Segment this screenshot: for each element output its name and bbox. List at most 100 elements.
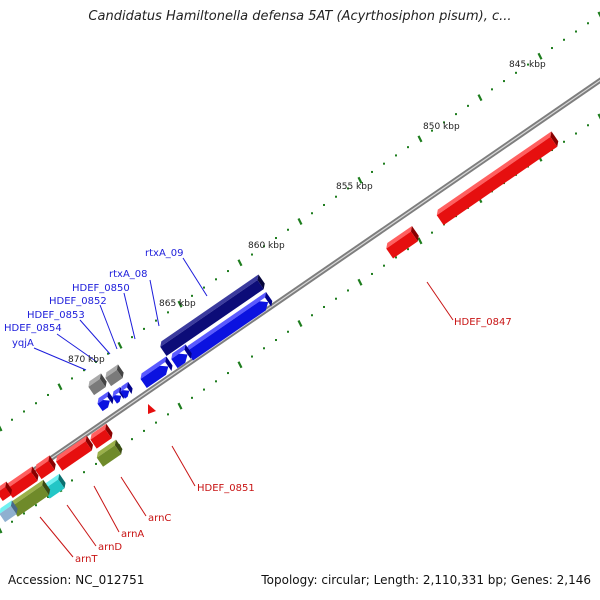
gene-HDEF_0850-side — [184, 344, 192, 359]
scale-dot — [167, 413, 169, 416]
scale-dot — [203, 388, 205, 391]
scale-dot — [455, 113, 457, 116]
gene-label-arnC[interactable]: arnC — [148, 513, 171, 524]
scale-dot — [191, 294, 193, 297]
scale-dot — [371, 272, 373, 275]
gene-yqjA-c-top — [120, 381, 129, 392]
gene-arnT-top — [6, 466, 33, 489]
scale-dot — [575, 30, 577, 33]
gene-HDEF_0847b-top — [386, 225, 412, 249]
scale-dot — [131, 438, 133, 441]
scale-dot — [227, 270, 229, 273]
gene-yqjA-c — [120, 381, 133, 399]
gene-yqjA-b-front — [112, 395, 122, 404]
gene-HDEF_0852-top — [140, 356, 167, 379]
scale-label-850: 850 kbp — [423, 122, 460, 132]
gene-label-rtxA_09[interactable]: rtxA_09 — [145, 248, 184, 259]
scale-dot — [527, 63, 529, 66]
scale-dot — [563, 140, 565, 143]
gene-arnD-side — [42, 479, 51, 496]
gene-label-HDEF_0853[interactable]: HDEF_0853 — [27, 310, 85, 321]
gene-label-HDEF_0852[interactable]: HDEF_0852 — [49, 296, 107, 307]
genome-backbone — [0, 77, 600, 497]
gene-arnC-top-side — [105, 423, 113, 439]
scale-dot — [395, 256, 397, 259]
scale-dot — [167, 311, 169, 314]
gene-HDEF_0847b — [386, 225, 419, 259]
scale-tick — [477, 94, 483, 102]
scale-dot — [347, 289, 349, 292]
scale-dot — [263, 347, 265, 350]
gene-label-HDEF_0851[interactable]: HDEF_0851 — [197, 483, 255, 494]
scale-tick — [417, 135, 423, 143]
gene-label-rtxA_08[interactable]: rtxA_08 — [109, 269, 148, 280]
scale-dot — [383, 264, 385, 267]
scale-dot — [95, 462, 97, 465]
scale-tick — [177, 402, 183, 410]
scale-dot — [35, 402, 37, 405]
scale-dot — [443, 121, 445, 124]
gene-HDEF_0852-side — [165, 356, 173, 372]
scale-dot — [47, 495, 49, 498]
gene-label-arnT[interactable]: arnT — [75, 554, 98, 565]
scale-tick — [417, 237, 423, 245]
scale-dot — [275, 339, 277, 342]
gene-HDEF_0853-side — [116, 364, 124, 379]
gene-rtxA_09-front — [160, 280, 264, 356]
scale-dot — [407, 248, 409, 251]
gene-yqjA-front — [97, 399, 110, 412]
gene-arnD — [10, 479, 51, 517]
scale-tick — [357, 176, 363, 184]
scale-dot — [71, 377, 73, 380]
gene-arnC-top-front — [90, 429, 112, 449]
gene-HDEF_0852-front — [140, 365, 169, 389]
gene-label-HDEF_0854[interactable]: HDEF_0854 — [4, 323, 62, 334]
gene-arnT-front — [6, 471, 38, 499]
gene-HDEF_0847-side — [550, 131, 559, 147]
scale-dot — [335, 297, 337, 300]
scale-dot — [11, 418, 13, 421]
gene-arnC-top — [90, 423, 113, 449]
scale-label-865: 865 kbp — [159, 299, 196, 309]
red-leader-lines — [39, 281, 454, 558]
gene-rtxA_09 — [160, 274, 265, 356]
gene-HDEF_0847-front — [436, 136, 558, 226]
scale-tick — [177, 300, 183, 308]
gene-arnT-c — [0, 500, 18, 523]
scale-dot — [551, 47, 553, 50]
gene-arnD-top — [10, 479, 44, 507]
gene-arnC — [96, 439, 123, 467]
gene-arnA-b-side — [48, 455, 56, 470]
scale-dot — [143, 429, 145, 432]
blue-leader-lines — [33, 257, 208, 371]
scale-dot — [47, 393, 49, 396]
scale-dot — [215, 380, 217, 383]
gene-HDEF_0850-front — [171, 353, 188, 369]
gene-rtxA_08-top — [186, 291, 267, 352]
scale-tick — [117, 341, 123, 349]
gene-arnD-cyan-side — [58, 473, 66, 489]
scale-labels: 845 kbp 850 kbp 855 kbp 860 kbp 865 kbp … — [68, 60, 546, 365]
scale-dot — [335, 195, 337, 198]
scale-dot — [251, 253, 253, 256]
scale-label-870: 870 kbp — [68, 355, 105, 365]
gene-label-HDEF_0847[interactable]: HDEF_0847 — [454, 317, 512, 328]
gene-label-arnA[interactable]: arnA — [121, 529, 144, 540]
gene-features — [0, 131, 559, 523]
scale-dot — [191, 396, 193, 399]
gene-label-yqjA[interactable]: yqjA — [12, 338, 34, 349]
scale-tick — [237, 361, 243, 369]
scale-dot — [143, 327, 145, 330]
gene-HDEF_0854-side — [99, 373, 107, 388]
scale-tick — [297, 218, 303, 225]
scale-dot — [323, 305, 325, 308]
gene-label-arnD[interactable]: arnD — [98, 542, 122, 553]
scale-dot — [467, 104, 469, 107]
scale-dot — [323, 203, 325, 206]
gene-HDEF_0854-front — [88, 378, 106, 396]
scale-dot — [587, 124, 589, 127]
scale-dot — [587, 22, 589, 25]
gene-label-HDEF_0850[interactable]: HDEF_0850 — [72, 283, 130, 294]
gene-arnT-c-top — [0, 500, 12, 514]
